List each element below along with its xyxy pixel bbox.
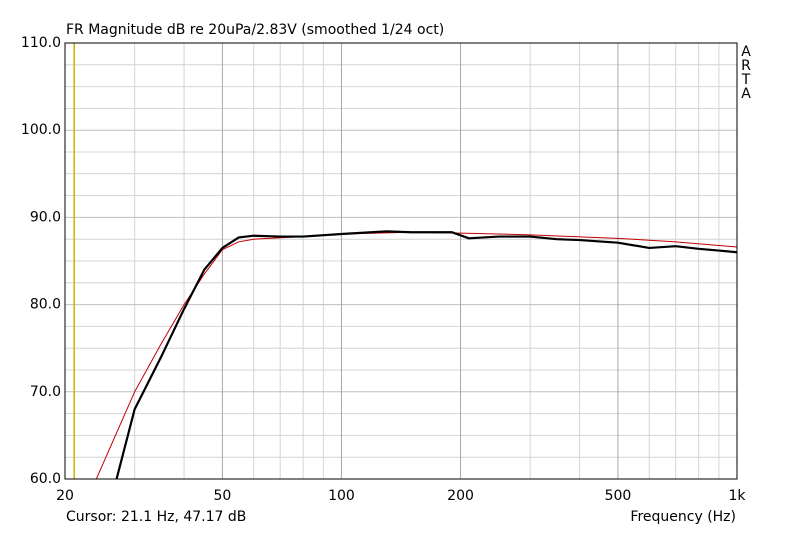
x-tick-label: 1k <box>728 488 746 504</box>
x-tick-label: 500 <box>605 488 632 504</box>
cursor-readout: Cursor: 21.1 Hz, 47.17 dB <box>66 509 246 525</box>
y-tick-label: 100.0 <box>21 122 61 138</box>
plot-frame <box>64 42 738 480</box>
x-axis-label: Frequency (Hz) <box>630 509 736 525</box>
y-tick-label: 70.0 <box>30 384 61 400</box>
brand: ARTA <box>738 44 754 100</box>
x-tick-label: 20 <box>56 488 74 504</box>
y-tick-label: 80.0 <box>30 297 61 313</box>
y-tick-label: 90.0 <box>30 209 61 225</box>
y-tick-label: 110.0 <box>21 35 61 51</box>
series-line <box>115 230 737 479</box>
x-tick-label: 200 <box>447 488 474 504</box>
x-tick-label: 50 <box>213 488 231 504</box>
y-tick-label: 60.0 <box>30 471 61 487</box>
chart-title: FR Magnitude dB re 20uPa/2.83V (smoothed… <box>66 22 444 38</box>
series-line <box>95 231 737 479</box>
x-tick-label: 100 <box>328 488 355 504</box>
